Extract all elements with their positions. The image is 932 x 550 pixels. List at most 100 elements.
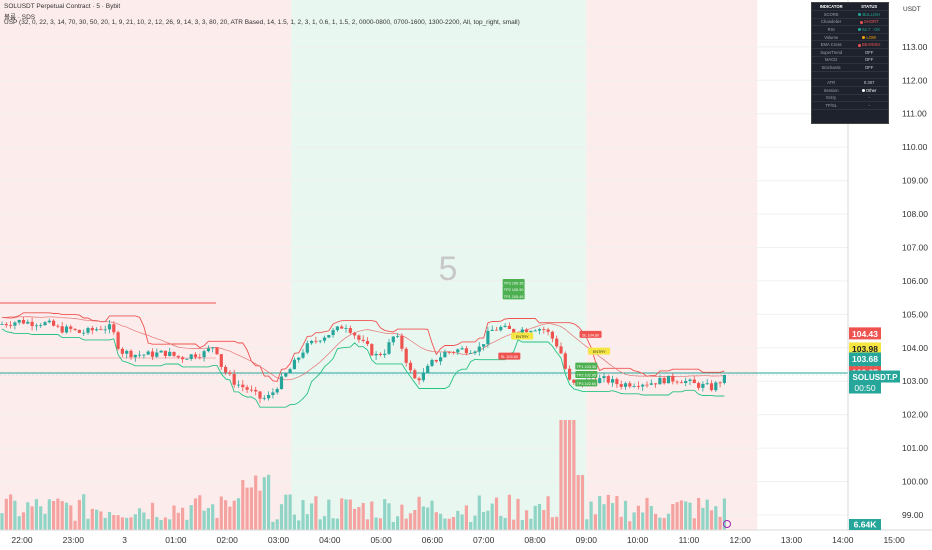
candle-body [327,335,331,338]
candle-body [623,383,628,387]
candle-body [34,325,38,327]
indicator-status: OFF [850,56,888,65]
indicator-name: ATR [812,78,851,88]
candle-body [357,335,361,340]
volume-bar [120,517,124,530]
volume-bar [348,499,352,530]
table-row: Chandelier SHORT [812,18,888,27]
candle-body [611,379,615,383]
table-row [812,71,888,80]
candle-body [529,331,533,333]
upper-band-line [2,312,725,382]
candle-body [267,394,271,399]
candle-body [17,319,21,323]
candle-body [512,328,516,333]
volume-bar [563,420,567,530]
indicator-name [812,71,851,80]
indicator-status-text: 52.7 · OK [862,27,881,33]
volume-bar [288,494,292,530]
volume-bar [211,504,215,530]
volume-bar [615,495,619,530]
volume-bar [279,504,284,530]
candle-body [90,328,94,331]
signal-label-text: TP2 102.95 [576,374,596,378]
table-row: SuperTrend OFF [812,48,888,57]
volume-bar [688,502,692,530]
candle-body [606,376,610,383]
price-tick-label: 104.00 [902,343,928,353]
candle-body [52,320,56,326]
candle-body [13,322,17,326]
candle-body [249,389,253,391]
volume-bar [232,500,236,530]
candle-body [318,340,322,342]
time-tick-label: 01:00 [165,535,187,545]
candle-body [387,342,391,354]
volume-bar [258,490,262,530]
candle-body [507,325,511,329]
candle-body [426,365,430,373]
lower-band-line [1,328,725,408]
volume-bar [705,499,709,530]
volume-bar [13,500,17,530]
volume-bar [404,518,408,530]
price-tick-label: 103.00 [902,376,928,386]
volume-bar [400,504,404,530]
volume-indicator-legend[interactable]: 볼륨 · SDS [4,14,36,21]
candle-body [288,369,292,374]
volume-bar [236,498,241,530]
volume-bar [133,514,137,530]
candle-body [254,389,258,392]
alert-icon [723,520,731,528]
volume-bar [602,504,606,530]
candle-body [503,325,507,327]
volume-bar [580,475,585,530]
candle-body [396,335,400,337]
candle-body [211,347,215,349]
volume-bar [107,511,112,530]
signal-labels: TP3 106.35 TP2 105.90 TP1 105.45 ENTRY SL 10… [498,279,611,387]
volume-bar [189,505,193,530]
volume-bar [568,420,572,530]
time-axis[interactable]: 22:00 23:00 3 01:00 02:00 03:00 04:00 05:00 06:0… [0,529,932,550]
signal-label-box [575,362,598,370]
volume-bar [383,499,387,530]
candle-body [537,329,542,331]
volume-bar [9,494,13,530]
volume-bar [39,506,43,530]
candle-body [262,398,266,400]
volume-bar [103,517,107,530]
usp-indicator-legend[interactable]: USP (32, 0, 22, 3, 14, 70, 30, 50, 20, 1… [4,19,520,26]
signal-label-text: SL 104.60 [582,333,599,337]
volume-bar [168,519,172,530]
status-dot-icon [858,13,862,17]
volume-bar [503,517,507,530]
signal-label-text: TP1 103.30 [576,365,596,369]
signal-label-box [511,332,534,340]
indicator-status: LOW [850,33,888,42]
volume-bar [546,496,550,530]
candle-body [404,348,408,363]
volume-bar [181,507,185,530]
interval-watermark: 5 [439,250,458,288]
volume-bar [241,479,245,530]
candle-body [391,336,395,343]
indicator-name: MACD [812,56,851,65]
volume-bar [370,501,374,530]
signal-label-text: TP3 102.60 [576,382,596,386]
indicator-name: Chandelier [812,18,851,27]
volume-bar [176,512,180,530]
volume-bar [77,499,81,530]
table-row: MACD OFF [812,56,888,65]
volume-bar [60,501,64,530]
time-tick-label: 3 [122,535,127,545]
volume-bar [138,508,142,530]
volume-bar [249,487,253,530]
candle-body [21,319,26,324]
chart-title[interactable]: SOLUSDT Perpetual Contract · 5 · Bybit [4,3,121,10]
candle-body [69,326,73,329]
candle-body [9,325,13,326]
volume-bar [619,516,623,530]
volume-bar [26,502,30,530]
